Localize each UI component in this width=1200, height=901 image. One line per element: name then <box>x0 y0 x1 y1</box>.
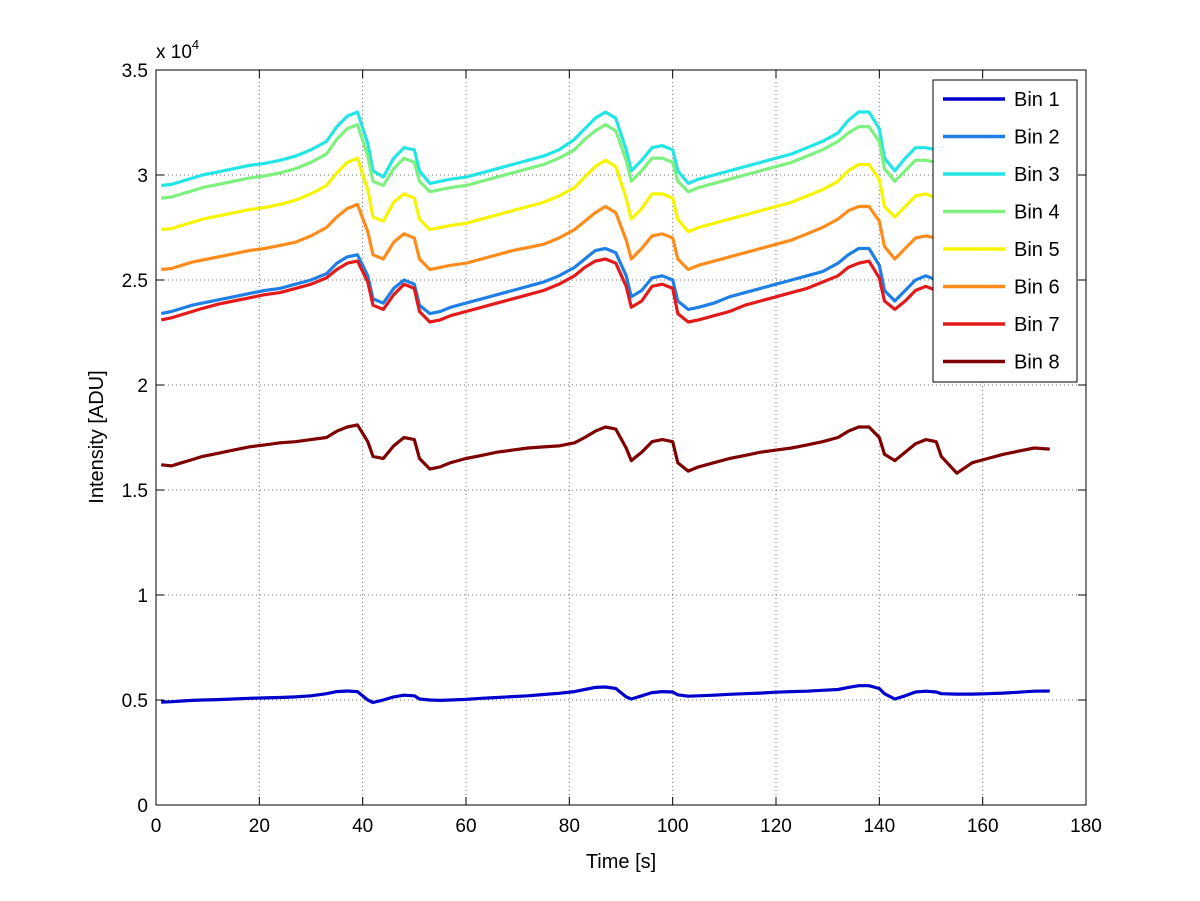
series-line-bin-1 <box>161 684 1050 705</box>
legend: Bin 1 Bin 2 Bin 3 Bin 4 Bin 5 Bin 6 Bin 7 Bin 8 <box>932 79 1078 383</box>
y-tick-label: 3.5 <box>122 61 148 82</box>
x-tick-label: 160 <box>967 816 999 837</box>
x-tick-label: 100 <box>657 816 689 837</box>
y-tick-label: 1.5 <box>122 481 148 502</box>
y-tick-label: 1 <box>137 586 148 607</box>
x-tick-label: 60 <box>455 816 476 837</box>
legend-label-bin-5: Bin 5 <box>1014 239 1060 261</box>
x-tick-label: 140 <box>863 816 895 837</box>
series-line-bin-3 <box>161 110 1050 188</box>
y-tick-label: 0 <box>137 796 148 817</box>
x-axis-label: Time [s] <box>586 851 656 873</box>
series-line-bin-2 <box>160 246 1051 316</box>
legend-label-bin-4: Bin 4 <box>1014 202 1060 224</box>
y-tick-label: 3 <box>137 166 148 187</box>
x-tick-label: 80 <box>559 816 580 837</box>
series-line-bin-5 <box>161 156 1050 234</box>
plot-frame <box>155 69 1087 806</box>
series-line-bin-8 <box>161 423 1050 475</box>
series-line-bin-4 <box>161 123 1050 200</box>
series-line-bin-7 <box>160 257 1051 324</box>
axis-ticks: 0 20 40 60 80 100 120 140 160 180 0 0.5 1 1.5 2 2.5 3 3.5 <box>122 61 1102 837</box>
y-tick-label: 0.5 <box>122 691 148 712</box>
x-tick-label: 180 <box>1070 816 1102 837</box>
x-tick-label: 0 <box>151 816 162 837</box>
legend-label-bin-2: Bin 2 <box>1014 127 1060 149</box>
legend-label-bin-3: Bin 3 <box>1014 164 1060 186</box>
y-tick-label: 2.5 <box>122 271 148 292</box>
y-axis-exponent: x 104 <box>156 37 199 63</box>
legend-label-bin-7: Bin 7 <box>1014 314 1060 336</box>
y-exponent-base: x 10 <box>156 42 192 63</box>
legend-label-bin-6: Bin 6 <box>1014 277 1060 299</box>
y-axis-label: Intensity [ADU] <box>86 370 108 503</box>
legend-label-bin-8: Bin 8 <box>1014 352 1060 374</box>
y-exponent-power: 4 <box>192 37 199 52</box>
legend-label-bin-1: Bin 1 <box>1014 89 1060 111</box>
legend-box <box>932 79 1078 383</box>
x-tick-label: 40 <box>352 816 373 837</box>
series-line-bin-6 <box>161 202 1050 272</box>
x-tick-label: 20 <box>249 816 270 837</box>
series-lines <box>160 110 1051 705</box>
gridlines <box>156 70 1086 805</box>
y-tick-label: 2 <box>137 376 148 397</box>
x-tick-label: 120 <box>760 816 792 837</box>
